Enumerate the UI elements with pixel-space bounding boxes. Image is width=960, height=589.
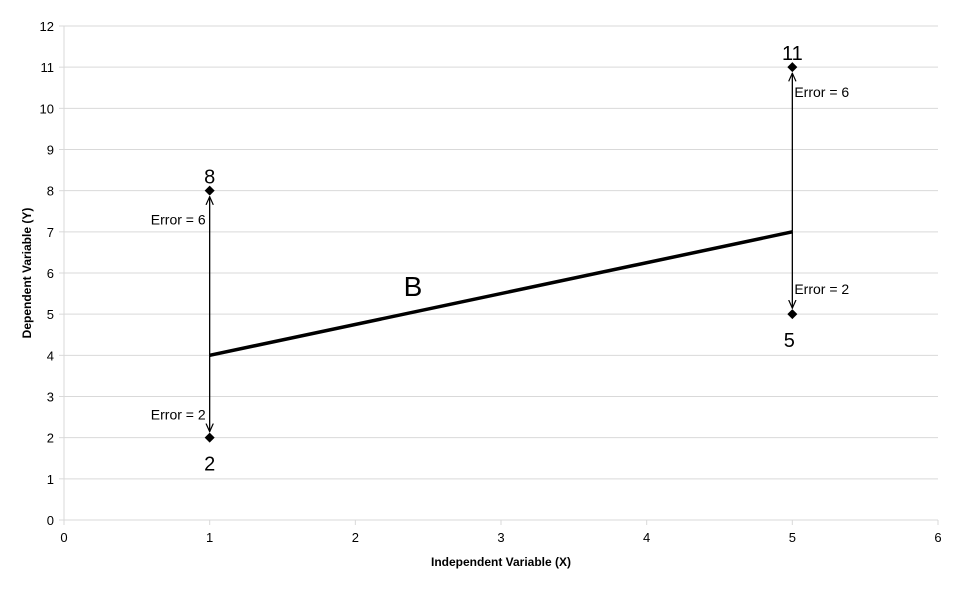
y-tick-label: 3 — [47, 390, 54, 405]
error-label: Error = 6 — [794, 84, 849, 100]
x-tick-label: 2 — [352, 530, 359, 545]
y-tick-label: 7 — [47, 225, 54, 240]
x-tick-label: 5 — [789, 530, 796, 545]
data-point — [787, 309, 798, 320]
x-tick-label: 6 — [934, 530, 941, 545]
x-tick-label: 4 — [643, 530, 650, 545]
marks: Error = 6 Error = 2 Error = 6 Error = 2 8 2 11… — [151, 43, 850, 476]
error-label: Error = 2 — [794, 281, 849, 297]
x-tick-label: 0 — [60, 530, 67, 545]
error-label: Error = 2 — [151, 407, 206, 423]
x-axis-title: Independent Variable (X) — [431, 555, 571, 569]
y-tick-label: 9 — [47, 143, 54, 158]
y-tick-label: 4 — [47, 348, 54, 363]
y-tick-label: 0 — [47, 513, 54, 528]
y-axis-title: Dependent Variable (Y) — [20, 208, 34, 339]
data-label: 5 — [784, 330, 795, 352]
y-tick-label: 12 — [40, 19, 54, 34]
data-label: 2 — [204, 454, 215, 476]
y-tick-label: 11 — [41, 60, 55, 75]
data-point — [204, 185, 215, 196]
line-b — [209, 230, 793, 358]
error-label: Error = 6 — [151, 212, 206, 228]
data-label: 8 — [204, 167, 215, 189]
y-tick-label: 1 — [47, 472, 54, 487]
y-tick-label: 5 — [47, 307, 54, 322]
y-tick-label: 6 — [47, 266, 54, 281]
y-tick-label: 8 — [47, 184, 54, 199]
line-label: B — [404, 271, 423, 302]
y-tick-label: 2 — [47, 431, 54, 446]
y-tick-label: 10 — [40, 101, 54, 116]
data-point — [204, 432, 215, 443]
data-point — [787, 62, 798, 73]
x-tick-label: 3 — [497, 530, 504, 545]
data-label: 11 — [782, 43, 803, 65]
x-tick-label: 1 — [206, 530, 213, 545]
